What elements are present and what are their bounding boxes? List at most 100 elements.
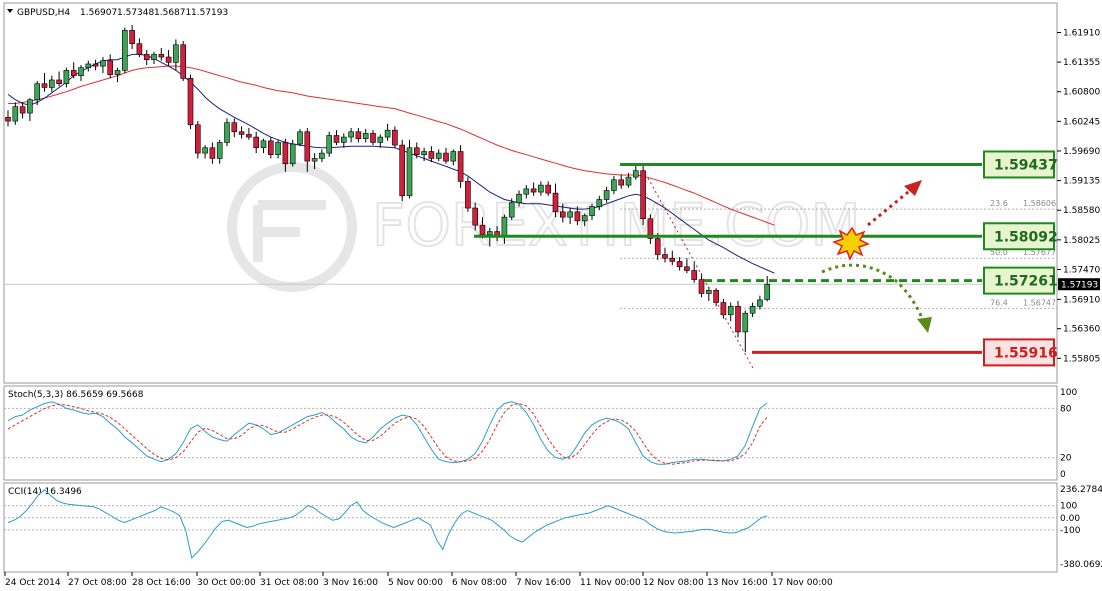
candle-body (209, 147, 216, 159)
candle (63, 67, 70, 88)
candle-body (136, 43, 143, 55)
candle-body (749, 305, 756, 314)
candle (355, 128, 362, 143)
candle (406, 139, 413, 199)
fibo-value-label: 1.57677 (1023, 248, 1056, 257)
candle (523, 185, 530, 199)
price-tick-label: 1.55805 (1063, 354, 1100, 364)
fibo-value-label: 1.58606 (1023, 199, 1056, 208)
candle (78, 65, 84, 82)
candle-body (78, 67, 84, 77)
candle-body (114, 70, 121, 75)
candle (545, 181, 552, 196)
level-label: 1.57261 (994, 274, 1058, 290)
candle-body (340, 136, 347, 143)
candle-body (92, 63, 99, 67)
candle-body (143, 54, 150, 60)
fibo-ratio-label: 23.6 (990, 199, 1008, 208)
candle-body (180, 44, 186, 79)
candle-body (246, 134, 252, 138)
stoch-signal-line (7, 402, 768, 465)
candle (151, 51, 157, 64)
candle (19, 102, 26, 119)
candle-body (596, 199, 603, 207)
candle-body (27, 99, 33, 114)
watermark: FOREXTIME.COM (227, 162, 862, 292)
breakout-up-arrow (867, 186, 914, 227)
low-value: 1.56871 (154, 8, 191, 18)
candle-body (486, 231, 493, 236)
starburst-icon (832, 226, 870, 261)
candle-body (669, 257, 676, 262)
candle (304, 128, 311, 172)
price-tick-label: 1.56910 (1063, 295, 1100, 305)
time-tick-label: 17 Nov 00:00 (772, 578, 833, 588)
cci-tick-label: -100 (1060, 526, 1081, 536)
candle-body (676, 261, 683, 268)
cci-line (7, 489, 768, 559)
level-label: 1.59437 (994, 157, 1058, 173)
candle (165, 50, 172, 67)
candle-body (523, 188, 530, 195)
candle (684, 258, 690, 274)
candle-body (720, 302, 727, 316)
candle (435, 149, 442, 162)
level-box (983, 338, 1055, 367)
candle (603, 186, 610, 203)
candle (224, 118, 230, 147)
stoch-tick-label: 80 (1060, 404, 1072, 414)
candle-body (63, 70, 70, 85)
candle-body (406, 147, 413, 197)
candle (377, 134, 384, 148)
candle (340, 133, 347, 148)
candle (742, 310, 749, 353)
candle-body (362, 133, 369, 139)
candle (311, 153, 318, 170)
candle-body (603, 190, 610, 200)
candle-body (757, 299, 763, 307)
candle (596, 195, 603, 211)
candle-body (735, 305, 741, 333)
candle-body (231, 122, 238, 133)
candle (552, 183, 559, 218)
candle-body (457, 151, 464, 182)
candle (27, 98, 33, 122)
candle-body (377, 136, 384, 143)
candle (143, 50, 150, 66)
candle-body (632, 170, 639, 178)
candle-body (289, 143, 296, 165)
candle (100, 57, 106, 74)
candle (202, 145, 208, 159)
candle (85, 60, 92, 72)
close-value: 1.57193 (191, 8, 228, 18)
candle (333, 130, 340, 146)
candle-body (48, 79, 55, 88)
candle-body (589, 206, 595, 216)
candle-body (654, 238, 661, 255)
candle (574, 206, 581, 226)
time-tick-label: 11 Nov 00:00 (580, 578, 641, 588)
open-value: 1.56907 (80, 8, 117, 18)
candle-body (465, 181, 471, 209)
price-tick-label: 1.61910 (1063, 28, 1100, 38)
price-tick-label: 1.61355 (1063, 58, 1100, 68)
candle-body (508, 202, 515, 218)
candle-body (413, 147, 420, 156)
candle (173, 39, 179, 71)
price-tick-label: 1.59690 (1063, 147, 1100, 157)
candle (158, 47, 165, 61)
candle-body (392, 129, 398, 146)
candle-body (195, 124, 201, 154)
candle (209, 142, 216, 164)
candle-body (238, 131, 245, 135)
candle-body (545, 184, 552, 194)
candle (676, 257, 683, 271)
candle (764, 275, 771, 302)
candle-body (764, 283, 771, 300)
level-box (983, 266, 1055, 295)
candle-body (224, 122, 230, 143)
time-tick-label: 27 Oct 08:00 (68, 578, 127, 588)
candle-body (304, 131, 311, 162)
candle-body (516, 193, 522, 204)
